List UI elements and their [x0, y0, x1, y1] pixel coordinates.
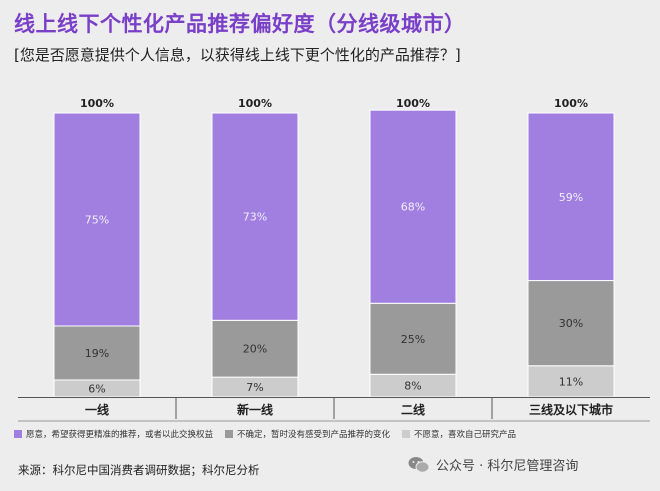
legend-label-willing: 愿意，希望获得更精准的推荐，或者以此交换权益 [26, 430, 214, 440]
source-note: 来源：科尔尼中国消费者调研数据；科尔尼分析 [18, 463, 260, 477]
legend: 愿意，希望获得更精准的推荐，或者以此交换权益 不确定，暂时没有感受到产品推荐的变… [14, 428, 654, 440]
data-label: 8% [404, 380, 421, 393]
data-label: 68% [401, 201, 425, 214]
x-tick-label: 二线 [401, 402, 425, 417]
legend-label-unwilling: 不愿意，喜欢自己研究产品 [414, 430, 517, 440]
bar-segment [211, 112, 299, 321]
bar-segment [211, 319, 299, 378]
total-label: 100% [80, 97, 114, 110]
total-label: 100% [554, 97, 588, 110]
data-label: 30% [559, 317, 583, 330]
legend-swatch-unwilling [402, 430, 411, 438]
legend-swatch-willing [14, 430, 22, 438]
x-tick-label: 新一线 [237, 402, 273, 417]
data-label: 59% [559, 191, 583, 204]
data-label: 75% [85, 214, 109, 227]
x-tick-label: 一线 [85, 402, 109, 417]
data-label: 19% [85, 347, 109, 360]
bar-segment [53, 325, 141, 381]
data-label: 73% [243, 211, 267, 224]
data-label: 25% [401, 333, 425, 346]
watermark: 公众号 · 科尔尼管理咨询 [408, 455, 578, 474]
chart-subtitle: [您是否愿意提供个人信息，以获得线上线下更个性化的产品推荐？] [14, 46, 461, 64]
wechat-icon [408, 456, 430, 474]
bar-segment [369, 109, 457, 304]
bar-segment [53, 112, 141, 327]
legend-label-unsure: 不确定，暂时没有感受到产品推荐的变化 [237, 430, 391, 440]
data-label: 11% [559, 375, 583, 388]
total-label: 100% [238, 97, 272, 110]
bar-segment [369, 302, 457, 375]
bar-segment [527, 112, 615, 282]
legend-swatch-unsure [225, 430, 234, 438]
total-label: 100% [396, 97, 430, 110]
chart-title: 线上线下个性化产品推荐偏好度（分线级城市） [14, 12, 466, 36]
bar-segment [527, 280, 615, 367]
data-label: 7% [246, 381, 263, 394]
legend-item-unwilling: 不愿意，喜欢自己研究产品 [402, 428, 516, 440]
legend-item-unsure: 不确定，暂时没有感受到产品推荐的变化 [225, 428, 390, 440]
data-label: 20% [243, 343, 267, 356]
data-label: 6% [88, 382, 105, 395]
x-tick-label: 三线及以下城市 [529, 402, 613, 417]
legend-item-willing: 愿意，希望获得更精准的推荐，或者以此交换权益 [14, 428, 213, 440]
watermark-text: 公众号 · 科尔尼管理咨询 [436, 459, 579, 474]
